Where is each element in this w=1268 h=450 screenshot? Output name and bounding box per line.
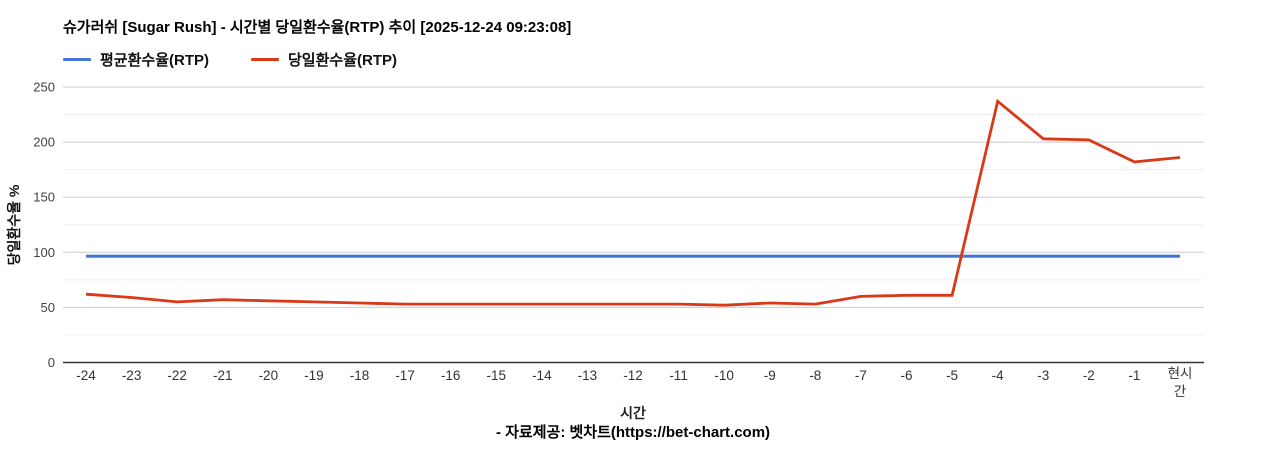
y-tick-label: 100: [33, 245, 55, 260]
legend-label-daily: 당일환수율(RTP): [288, 52, 397, 69]
average-line-swatch: [63, 58, 91, 61]
x-tick-label: -2: [1083, 368, 1095, 383]
x-tick-label: -4: [992, 368, 1004, 383]
daily-line-swatch: [251, 58, 279, 61]
legend-label-average: 평균환수율(RTP): [100, 52, 209, 69]
x-tick-label: -3: [1037, 368, 1049, 383]
x-tick-label: -18: [350, 368, 370, 383]
x-tick-label: 현시: [1168, 366, 1193, 381]
x-tick-label: -1: [1128, 368, 1140, 383]
x-tick-label: -20: [259, 368, 279, 383]
chart-title: 슈가러쉬 [Sugar Rush] - 시간별 당일환수율(RTP) 추이 [2…: [63, 19, 572, 36]
x-tick-label: -10: [714, 368, 734, 383]
y-tick-label: 250: [33, 80, 55, 95]
x-tick-label: -6: [900, 368, 912, 383]
daily-rtp-line: [85, 98, 1181, 307]
footer-credit: - 자료제공: 벳차트(https://bet-chart.com): [495, 424, 771, 441]
x-tick-label: -9: [764, 368, 776, 383]
x-axis-title: 시간: [620, 405, 646, 421]
x-tick-label: -17: [395, 368, 415, 383]
y-tick-label: 0: [48, 355, 55, 370]
x-tick-label: -13: [578, 368, 598, 383]
x-tick-label: -5: [946, 368, 958, 383]
x-tick-label: -21: [213, 368, 233, 383]
x-tick-label: 간: [1174, 384, 1186, 399]
x-tick-label: -7: [855, 368, 867, 383]
legend-item-average: 평균환수율(RTP): [63, 49, 209, 70]
x-tick-label: -15: [486, 368, 506, 383]
y-tick-label: 200: [33, 135, 55, 150]
x-tick-label: -16: [441, 368, 461, 383]
x-tick-label: -22: [167, 368, 187, 383]
x-tick-label: -8: [809, 368, 821, 383]
y-tick-label: 150: [33, 190, 55, 205]
x-tick-label: -12: [623, 368, 643, 383]
legend-item-daily: 당일환수율(RTP): [251, 49, 397, 70]
x-tick-label: -14: [532, 368, 552, 383]
x-tick-label: -11: [669, 368, 688, 383]
x-tick-label: -24: [76, 368, 96, 383]
x-tick-label: -19: [304, 368, 324, 383]
chart-legend: 평균환수율(RTP) 당일환수율(RTP): [63, 49, 397, 70]
y-tick-label: 50: [41, 300, 55, 315]
x-tick-label: -23: [122, 368, 142, 383]
